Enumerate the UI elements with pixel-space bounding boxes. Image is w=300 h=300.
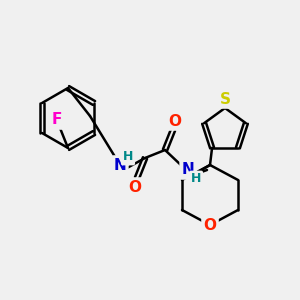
Text: F: F <box>52 112 62 128</box>
Text: O: O <box>203 218 217 232</box>
Text: O: O <box>128 179 142 194</box>
Text: N: N <box>114 158 126 172</box>
Text: H: H <box>123 151 133 164</box>
Text: N: N <box>182 163 194 178</box>
Text: S: S <box>220 92 230 106</box>
Text: O: O <box>169 113 182 128</box>
Text: H: H <box>191 172 201 185</box>
